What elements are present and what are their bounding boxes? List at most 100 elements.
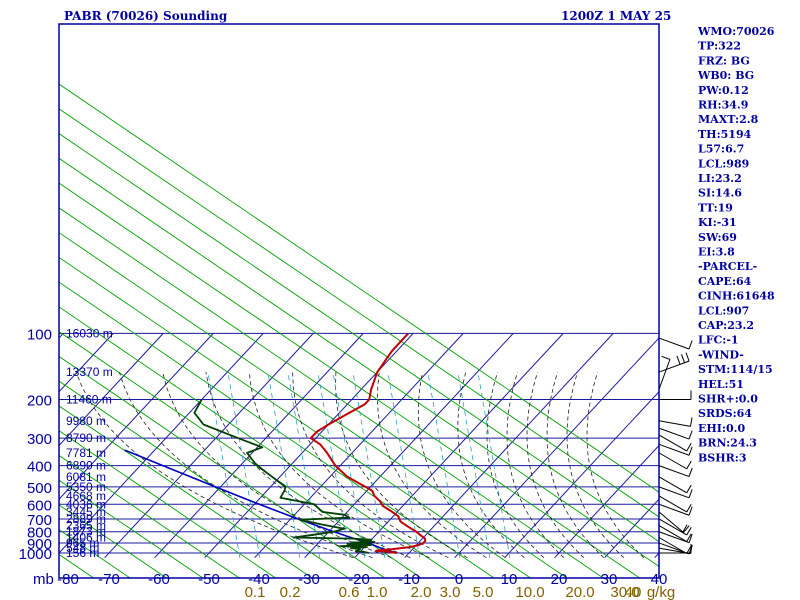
index-value: -PARCEL- [698,260,757,273]
index-value: TT:19 [698,201,733,214]
wind-barb [658,417,693,427]
dry-adiabat-line [59,430,276,578]
index-value: EHI:0.0 [698,422,745,435]
mixing-ratio-label: 3.0 [440,584,461,600]
index-value: BSHR:3 [698,451,747,464]
wind-barb [658,434,692,452]
isotherm-line [59,333,164,447]
height-label: 1873 m [66,525,106,539]
index-value: HEL:51 [698,378,744,391]
index-value: LCL:907 [698,304,749,317]
height-label: 6081 m [66,470,106,484]
wind-barb [658,465,693,478]
index-value: LFC:-1 [698,334,739,347]
dry-adiabat-line [59,83,659,493]
isotherm-line [254,333,464,558]
pressure-unit-label: mb [33,571,54,588]
index-value: CINH:61648 [698,290,775,303]
index-value: L57:6.7 [698,143,744,156]
dry-adiabat-line [59,133,659,543]
mixing-ratio-label: 40 [625,584,642,600]
height-label: 156 m [66,546,99,560]
moist-adiabat-line [292,372,449,559]
height-label: 13370 m [66,365,113,379]
height-label: 5350 m [66,480,106,494]
moist-adiabat-line [118,371,373,559]
isobar-gridlines [59,332,659,554]
wind-barb [658,525,692,542]
height-label: 9980 m [66,414,106,428]
temperature-tick-label: -70 [98,571,120,588]
mixing-ratio-line [457,372,491,558]
index-value: LI:23.2 [698,172,742,185]
mixing-ratio-line [427,372,461,558]
mixing-ratio-line [352,372,386,558]
wind-barb [658,486,693,499]
index-value: SHR+:0.0 [698,393,758,406]
moist-adiabat-line [486,371,545,558]
index-value: SRDS:64 [698,407,752,420]
isotherm-line [604,498,659,558]
mixing-ratio-labels: 0.1 0.2 0.6 1.0 2.0 3.0 5.0 10.0 20.0 30.040 g/kg [245,584,676,600]
mixing-ratio-label: 2.0 [411,584,432,600]
mixing-ratio-line [332,372,366,558]
height-label: 11460 m [66,393,112,407]
index-value: PW:0.12 [698,84,749,97]
wind-barb [658,511,690,533]
dry-adiabat-line [59,256,531,578]
moist-adiabat-line [586,371,645,558]
moist-adiabat-line [417,372,506,559]
moist-adiabat-line [526,371,585,558]
index-value: WMO:70026 [697,25,775,38]
index-value: MAXT:2.8 [698,113,759,126]
mixing-ratio-line [387,372,421,558]
temperature-tick-label: 20 [551,571,568,588]
wind-barb [658,337,693,350]
temperature-tick-label: 30 [601,571,618,588]
pressure-tick-label: 700 [27,512,52,529]
wind-barb [659,390,692,401]
plot-frame [58,23,660,579]
height-label: 4036 m [66,497,106,511]
mixing-ratio-line [267,372,301,558]
moist-adiabat-line [546,371,605,558]
index-value: -WIND- [698,348,744,361]
mixing-ratio-line [207,372,241,558]
temperature-tick-label: 0 [455,571,463,588]
dry-adiabat-line [59,380,349,578]
pressure-tick-label: 200 [27,393,52,410]
temperature-tick-label: -50 [198,571,220,588]
wind-barb [658,443,693,456]
dry-adiabat-line [59,232,568,578]
wind-barb [658,531,693,544]
chart-datetime: 1200Z 1 MAY 25 [561,9,671,23]
wind-barb [658,503,693,516]
moist-adiabat-line [457,372,525,559]
isotherm-line [59,333,114,393]
pressure-tick-label: 100 [27,326,52,343]
index-value: RH:34.9 [698,99,748,112]
dewpoint-line [193,399,376,554]
index-value: LCL:989 [698,157,749,170]
height-label: 4668 m [66,489,106,503]
mixing-ratio-label: 0.2 [280,584,301,600]
isotherm-line [59,333,214,500]
mixing-ratio-label: g/kg [647,584,675,600]
mixing-ratio-line [317,372,351,558]
index-value: CAPE:64 [698,275,752,288]
pressure-tick-label: 900 [27,536,52,553]
temperature-tick-labels: -80 -70 -60 -50 -40 -30 -20 -10 0 10 20 30 40 [57,571,667,588]
temperature-series [309,332,427,554]
moist-adiabat-line [377,372,487,559]
height-label: 6890 m [66,459,106,473]
mixing-ratio-label: 0.6 [339,584,360,600]
moist-adiabat-line [162,371,392,559]
pressure-tick-label: 500 [27,480,52,497]
height-label: 2889 m [66,512,106,526]
index-value: SW:69 [698,231,737,244]
height-label: 16030 m [66,326,113,340]
mixing-ratio-label: 10.0 [515,584,544,600]
temperature-tick-label: -80 [57,571,79,588]
temperature-tick-label: -40 [248,571,270,588]
